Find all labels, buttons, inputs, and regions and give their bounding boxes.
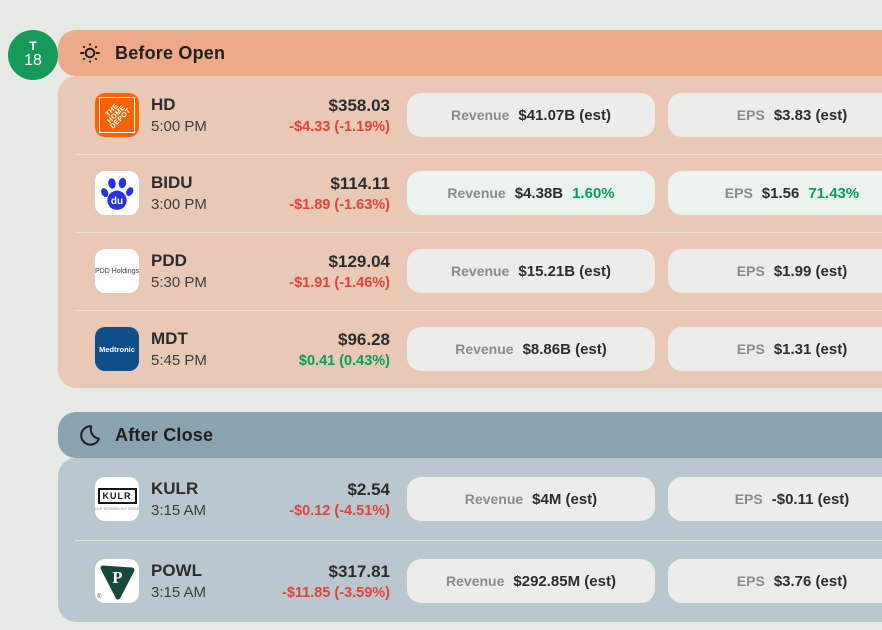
date-badge: T 18 [8, 30, 58, 80]
eps-label: EPS [734, 491, 763, 507]
section-body: KULR KULR TECHNOLOGY GROUP KULR 3:15 AM $… [58, 458, 882, 622]
eps-value: $3.83 (est) [773, 106, 848, 124]
revenue-chip: Revenue $4.38B 1.60% [407, 171, 655, 215]
stock-price: $2.54 [347, 479, 390, 499]
sun-icon [80, 43, 100, 63]
price-change: $0.41 (0.43%) [298, 352, 390, 369]
company-logo-hd: THE HOME DEPOT [95, 93, 139, 137]
eps-chip: EPS $1.99 (est) [668, 249, 882, 293]
eps-label: EPS [736, 573, 765, 589]
svg-text:du: du [111, 196, 123, 207]
eps-chip: EPS $3.76 (est) [668, 559, 882, 603]
revenue-label: Revenue [455, 341, 514, 357]
revenue-chip: Revenue $292.85M (est) [407, 559, 655, 603]
earnings-calendar: Before Open THE HOME DEPOT HD 5:00 PM $3… [58, 0, 882, 622]
revenue-chip: Revenue $15.21B (est) [407, 249, 655, 293]
revenue-label: Revenue [464, 491, 524, 507]
eps-surprise-pct: 71.43% [808, 184, 860, 202]
eps-label: EPS [736, 107, 765, 123]
moon-icon [78, 423, 102, 447]
revenue-value: $8.86B (est) [522, 340, 607, 358]
report-time: 5:00 PM [151, 118, 207, 135]
revenue-chip: Revenue $8.86B (est) [407, 327, 655, 371]
revenue-label: Revenue [446, 573, 505, 589]
ticker-symbol: HD [151, 95, 176, 114]
revenue-label: Revenue [451, 263, 510, 279]
eps-value: $1.31 (est) [773, 340, 848, 358]
moon-icon [80, 425, 100, 446]
ticker-symbol: BIDU [151, 173, 193, 192]
ticker-symbol: POWL [151, 561, 202, 580]
eps-value: $3.76 (est) [773, 572, 848, 590]
price-change: -$1.89 (-1.63%) [289, 196, 390, 213]
eps-chip: EPS $1.56 71.43% [668, 171, 882, 215]
report-time: 5:45 PM [151, 352, 207, 369]
earnings-row-kulr[interactable]: KULR KULR TECHNOLOGY GROUP KULR 3:15 AM $… [58, 458, 882, 540]
company-logo-kulr: KULR KULR TECHNOLOGY GROUP [95, 477, 139, 521]
revenue-value: $41.07B (est) [518, 106, 611, 124]
sun-icon [78, 41, 102, 65]
eps-label: EPS [736, 263, 765, 279]
eps-chip: EPS $1.31 (est) [668, 327, 882, 371]
earnings-row-powl[interactable]: P ® POWL 3:15 AM $317.81 -$11.85 (-3.59%)… [58, 540, 882, 622]
eps-value: -$0.11 (est) [771, 490, 850, 508]
section-title: After Close [115, 424, 214, 445]
ticker-symbol: KULR [151, 479, 199, 498]
earnings-row-hd[interactable]: THE HOME DEPOT HD 5:00 PM $358.03 -$4.33… [58, 76, 882, 154]
report-time: 3:15 AM [151, 502, 207, 519]
svg-text:P: P [112, 568, 122, 587]
price-change: -$0.12 (-4.51%) [289, 502, 390, 519]
company-logo-mdt: Medtronic [95, 327, 139, 371]
eps-value: $1.56 [761, 184, 800, 202]
report-time: 3:00 PM [151, 196, 207, 213]
section-title: Before Open [115, 42, 226, 63]
stock-price: $358.03 [328, 95, 390, 115]
company-logo-pdd: PDD Holdings [95, 249, 139, 293]
company-logo-powl: P ® [95, 559, 139, 603]
price-change: -$11.85 (-3.59%) [281, 584, 390, 601]
price-change: -$4.33 (-1.19%) [289, 118, 390, 135]
section-body: THE HOME DEPOT HD 5:00 PM $358.03 -$4.33… [58, 76, 882, 388]
revenue-chip: Revenue $4M (est) [407, 477, 655, 521]
revenue-value: $15.21B (est) [518, 262, 611, 280]
earnings-row-mdt[interactable]: Medtronic MDT 5:45 PM $96.28 $0.41 (0.43… [58, 310, 882, 388]
revenue-label: Revenue [451, 107, 510, 123]
weekday-letter: T [29, 39, 37, 54]
eps-chip: EPS -$0.11 (est) [668, 477, 882, 521]
company-logo-bidu: du [95, 171, 139, 215]
after-close-header: After Close [58, 412, 882, 458]
stock-price: $114.11 [330, 173, 390, 193]
ticker-symbol: PDD [151, 251, 187, 270]
earnings-row-bidu[interactable]: du BIDU 3:00 PM $114.11 -$1.89 (-1.63%) … [58, 154, 882, 232]
report-time: 3:15 AM [151, 584, 207, 601]
day-number: 18 [24, 51, 42, 69]
section-before-open: Before Open THE HOME DEPOT HD 5:00 PM $3… [58, 30, 882, 388]
eps-chip: EPS $3.83 (est) [668, 93, 882, 137]
revenue-chip: Revenue $41.07B (est) [407, 93, 655, 137]
stock-price: $96.28 [338, 329, 390, 349]
eps-label: EPS [724, 185, 753, 201]
price-change: -$1.91 (-1.46%) [289, 274, 390, 291]
ticker-symbol: MDT [151, 329, 188, 348]
stock-price: $129.04 [328, 251, 390, 271]
section-after-close: After Close KULR KULR TECHNOLOGY GROUP KU… [58, 412, 882, 622]
eps-label: EPS [736, 341, 765, 357]
revenue-value: $4M (est) [532, 490, 598, 508]
before-open-header: Before Open [58, 30, 882, 76]
eps-value: $1.99 (est) [773, 262, 848, 280]
revenue-value: $4.38B [514, 184, 564, 202]
revenue-label: Revenue [447, 185, 506, 201]
stock-price: $317.81 [328, 561, 390, 581]
earnings-row-pdd[interactable]: PDD Holdings PDD 5:30 PM $129.04 -$1.91 … [58, 232, 882, 310]
revenue-surprise-pct: 1.60% [572, 184, 615, 202]
report-time: 5:30 PM [151, 274, 207, 291]
revenue-value: $292.85M (est) [513, 572, 616, 590]
